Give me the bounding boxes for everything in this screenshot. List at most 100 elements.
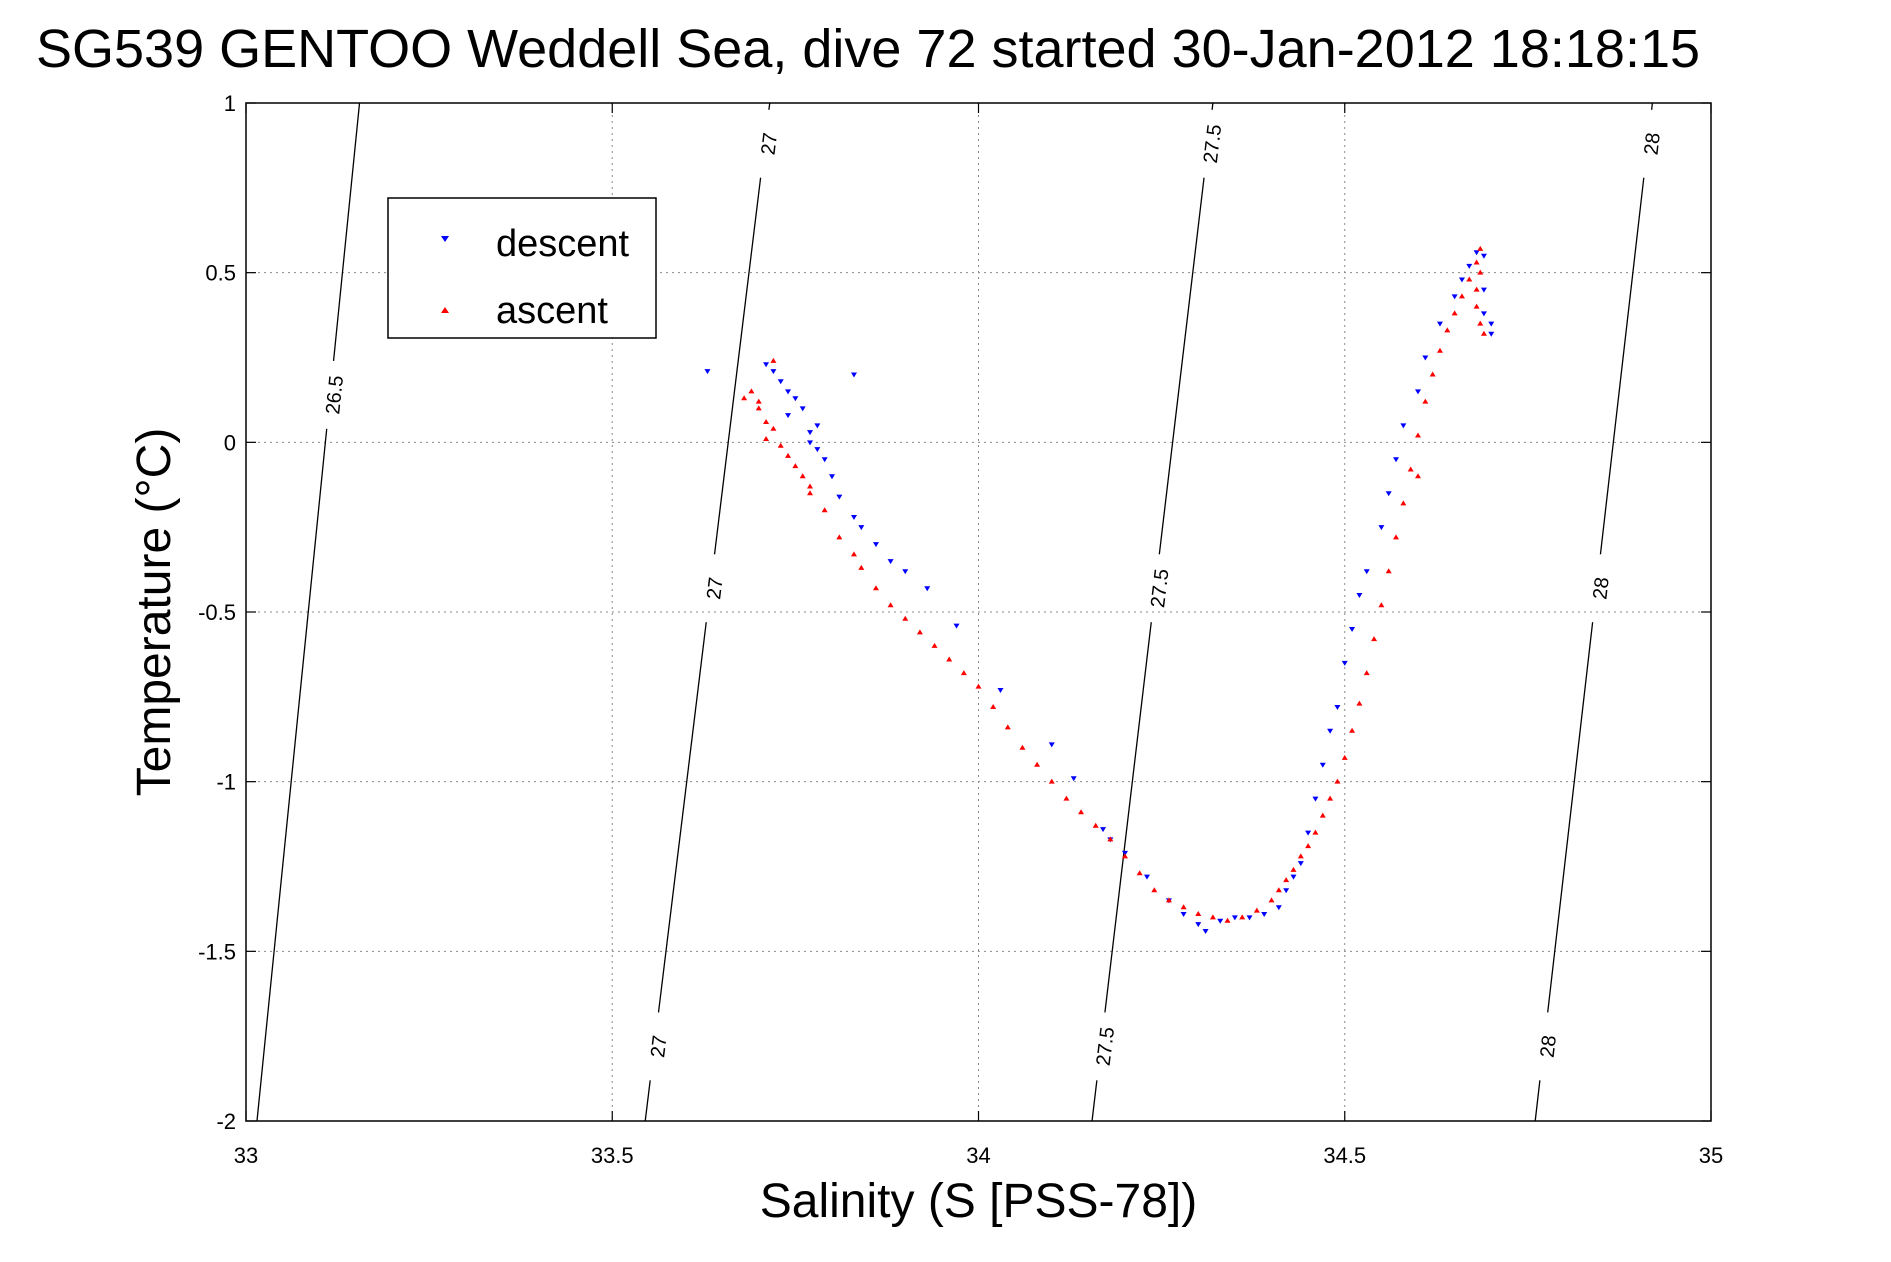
- descent-point: [1422, 355, 1429, 361]
- ascent-point: [1319, 812, 1326, 818]
- descent-point: [1378, 525, 1385, 531]
- ascent-point: [1429, 371, 1436, 377]
- descent-point: [763, 362, 770, 368]
- descent-point: [1341, 660, 1348, 666]
- legend: descent ascent: [387, 197, 657, 339]
- descent-point: [1480, 287, 1487, 293]
- descent-point: [1048, 742, 1055, 748]
- descent-point: [814, 447, 821, 453]
- ascent-point: [1415, 473, 1421, 479]
- descent-point: [1327, 728, 1334, 734]
- descent-point: [1488, 321, 1495, 327]
- ascent-point: [821, 507, 828, 513]
- descent-point: [1231, 915, 1238, 921]
- descent-point: [807, 430, 814, 436]
- isopycnal-line-27.5: [1091, 1080, 1098, 1122]
- isopycnal-label: 27: [647, 1034, 672, 1059]
- ascent-point: [755, 405, 762, 411]
- ascent-point: [1034, 761, 1041, 767]
- ascent-point: [1407, 466, 1414, 472]
- y-tick-label: 1: [224, 91, 236, 116]
- descent-point: [704, 369, 711, 375]
- descent-point: [1246, 915, 1253, 921]
- ascent-point: [1436, 347, 1443, 353]
- isopycnal-line-27: [657, 622, 707, 1013]
- ascent-point: [1451, 310, 1458, 316]
- ascent-point: [770, 425, 777, 431]
- ascent-point: [960, 670, 967, 676]
- descent-point: [1393, 457, 1400, 463]
- descent-point: [792, 396, 799, 402]
- descent-point: [1100, 827, 1107, 833]
- isopycnal-line-26.5: [256, 428, 328, 1122]
- ascent-point: [755, 398, 762, 404]
- descent-point: [1261, 912, 1268, 918]
- ascent-point: [1268, 897, 1275, 903]
- descent-point: [821, 457, 828, 463]
- descent-point: [902, 569, 909, 575]
- y-tick-label: 0: [224, 430, 236, 455]
- ascent-point: [1239, 914, 1246, 920]
- isopycnal-label: 27.5: [1147, 568, 1173, 609]
- ascent-point: [1480, 330, 1487, 336]
- descent-point: [1480, 311, 1487, 317]
- ascent-point: [1473, 303, 1480, 309]
- isopycnal-label: 27: [757, 131, 782, 156]
- ascent-point: [1092, 822, 1099, 828]
- descent-point: [872, 542, 879, 548]
- descent-point: [1480, 253, 1487, 259]
- isopycnal-line-27.5: [1104, 622, 1152, 1013]
- descent-point: [807, 440, 814, 446]
- descent-point: [1319, 762, 1326, 768]
- isopycnal-label: 27.5: [1093, 1026, 1119, 1067]
- ascent-point: [1107, 836, 1114, 842]
- ascent-point: [1063, 795, 1070, 801]
- ascent-point: [1297, 853, 1304, 859]
- ascent-point: [1477, 245, 1484, 251]
- y-axis-label: Temperature (°C): [128, 428, 181, 797]
- isopycnal-line-28: [1650, 102, 1654, 110]
- descent-point: [858, 525, 865, 531]
- descent-point: [1458, 277, 1465, 283]
- ascent-point: [931, 642, 938, 648]
- descent-point: [836, 494, 843, 500]
- ascent-point: [1422, 398, 1429, 404]
- axis-ticks: 33 33.5 34 34.5 35 1 0.5 0 -0.5 -1 -1.5 -2: [198, 91, 1723, 1168]
- data-points: [704, 245, 1495, 934]
- legend-label-ascent: ascent: [496, 290, 608, 332]
- ascent-point: [1019, 744, 1026, 750]
- ascent-point: [1151, 887, 1158, 893]
- ascent-point: [850, 551, 857, 557]
- y-tick-label: -1: [216, 770, 236, 795]
- legend-label-descent: descent: [496, 223, 630, 265]
- ascent-point: [1180, 904, 1187, 910]
- descent-point: [1305, 830, 1312, 836]
- isopycnal-label: 26.5: [322, 374, 348, 415]
- ascent-point: [1458, 293, 1465, 299]
- isopycnal-line-27: [768, 102, 771, 110]
- ascent-point: [1195, 911, 1202, 917]
- ascent-point: [916, 629, 923, 635]
- ascent-point: [807, 490, 814, 496]
- ascent-point: [1371, 636, 1378, 642]
- ascent-point: [807, 483, 814, 489]
- ascent-point: [1477, 269, 1484, 275]
- descent-point: [1275, 905, 1282, 911]
- x-tick-label: 34.5: [1323, 1143, 1366, 1168]
- descent-point: [887, 559, 894, 565]
- ascent-point: [1004, 724, 1011, 730]
- descent-point: [1473, 250, 1480, 256]
- descent-point: [1334, 705, 1341, 711]
- isopycnal-line-26.5: [332, 102, 361, 361]
- y-tick-label: -1.5: [198, 939, 236, 964]
- descent-point: [1400, 423, 1407, 429]
- ascent-point: [1349, 727, 1356, 733]
- descent-point: [1312, 796, 1319, 802]
- descent-point: [1349, 626, 1356, 632]
- ascent-point: [1444, 327, 1451, 333]
- isopycnal-line-28: [1599, 177, 1645, 555]
- isopycnal-label: 27.5: [1200, 123, 1226, 164]
- ascent-point: [763, 435, 770, 441]
- descent-point: [829, 474, 835, 480]
- descent-point: [1356, 593, 1363, 599]
